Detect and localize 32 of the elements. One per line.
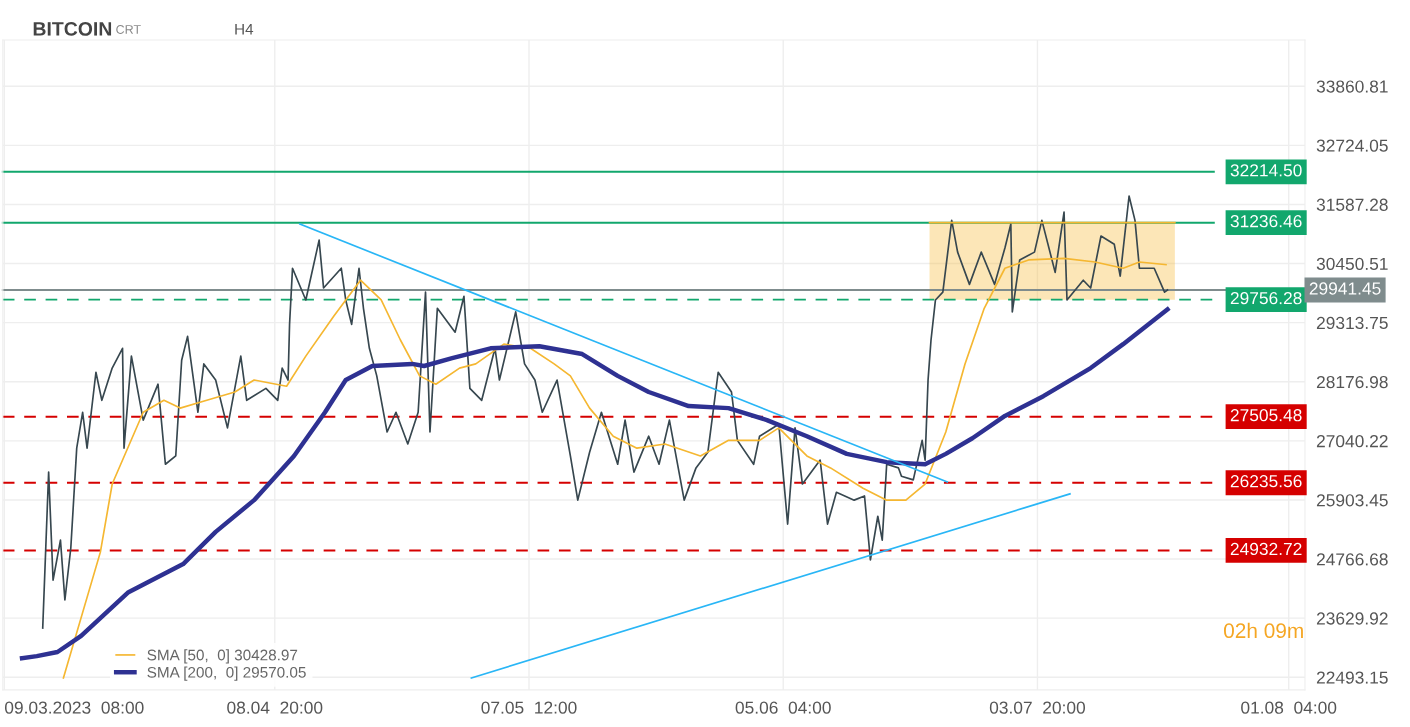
text: CRT [116,25,141,34]
y-tick-label: 24766.68 [1316,553,1388,566]
legend-label: SMA [200, 0] 29570.05 [147,666,306,681]
x-tick-label: 05.06 04:00 [735,701,831,714]
x-tick-label: 09.03.2023 08:00 [4,701,144,714]
x-tick-label: 08.04 20:00 [227,701,323,714]
ref-line-label: 29756.28 [1230,292,1302,305]
legend-label: SMA [50, 0] 30428.97 [147,649,298,664]
x-tick-label: 03.07 20:00 [989,701,1086,714]
ref-line-label: 24932.72 [1230,542,1302,556]
line-series [62,257,1167,679]
y-tick-label: 31587.28 [1316,198,1388,211]
y-tick-label: 25903.45 [1316,494,1388,507]
y-tick-label: 28176.98 [1316,375,1388,389]
chart-title: BITCOIN [33,21,112,36]
y-tick-label: 30450.51 [1316,257,1388,270]
y-tick-label: 27040.22 [1316,435,1388,448]
ref-line-label: 32214.50 [1230,164,1302,177]
x-tick-label: 07.05 12:00 [481,701,577,714]
ref-line-label: 31236.46 [1230,215,1302,228]
x-tick-label: 01.08 04:00 [1241,701,1337,714]
line-series [41,195,1169,629]
y-tick-label: 29313.75 [1316,316,1388,330]
annotation: 02h 09m [1224,622,1303,639]
y-tick-label: 33860.81 [1316,80,1388,93]
y-tick-label: 22493.15 [1316,671,1388,684]
ref-line-label: 27505.48 [1230,409,1302,422]
ref-line-label: 26235.56 [1230,475,1302,488]
ref-line-label: 29941.45 [1309,282,1381,295]
y-tick-label: 23629.92 [1316,612,1388,625]
text: H4 [235,23,254,35]
y-tick-label: 32724.05 [1316,139,1388,152]
